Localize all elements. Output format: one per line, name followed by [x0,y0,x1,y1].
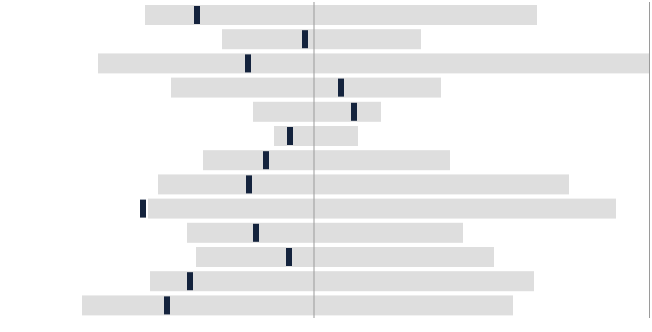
marker-2 [302,30,308,49]
marker-12 [187,272,193,291]
range-bar-11 [196,247,494,267]
axis-layer [313,2,650,318]
range-bar-8 [158,174,569,195]
range-bar-3 [98,53,650,74]
range-bar-5 [253,101,381,122]
range-bar-4 [171,77,441,98]
range-bar-2 [222,29,421,50]
range-bar-13 [82,295,513,316]
marker-1 [194,6,200,24]
range-bar-7 [203,150,450,171]
marker-9 [140,199,146,218]
bars-layer [82,5,650,316]
marker-7 [263,151,269,170]
marker-8 [246,175,252,194]
range-bar-12 [150,271,534,292]
range-bar-9 [148,198,616,219]
range-bar-6 [274,126,358,146]
range-bar-1 [145,5,537,25]
marker-4 [338,78,344,97]
marker-6 [287,127,293,145]
marker-13 [164,296,170,315]
marker-3 [245,54,251,73]
markers-layer [140,6,357,315]
marker-11 [286,248,292,266]
range-bar-10 [187,222,463,243]
marker-5 [351,102,357,121]
marker-10 [253,223,259,242]
